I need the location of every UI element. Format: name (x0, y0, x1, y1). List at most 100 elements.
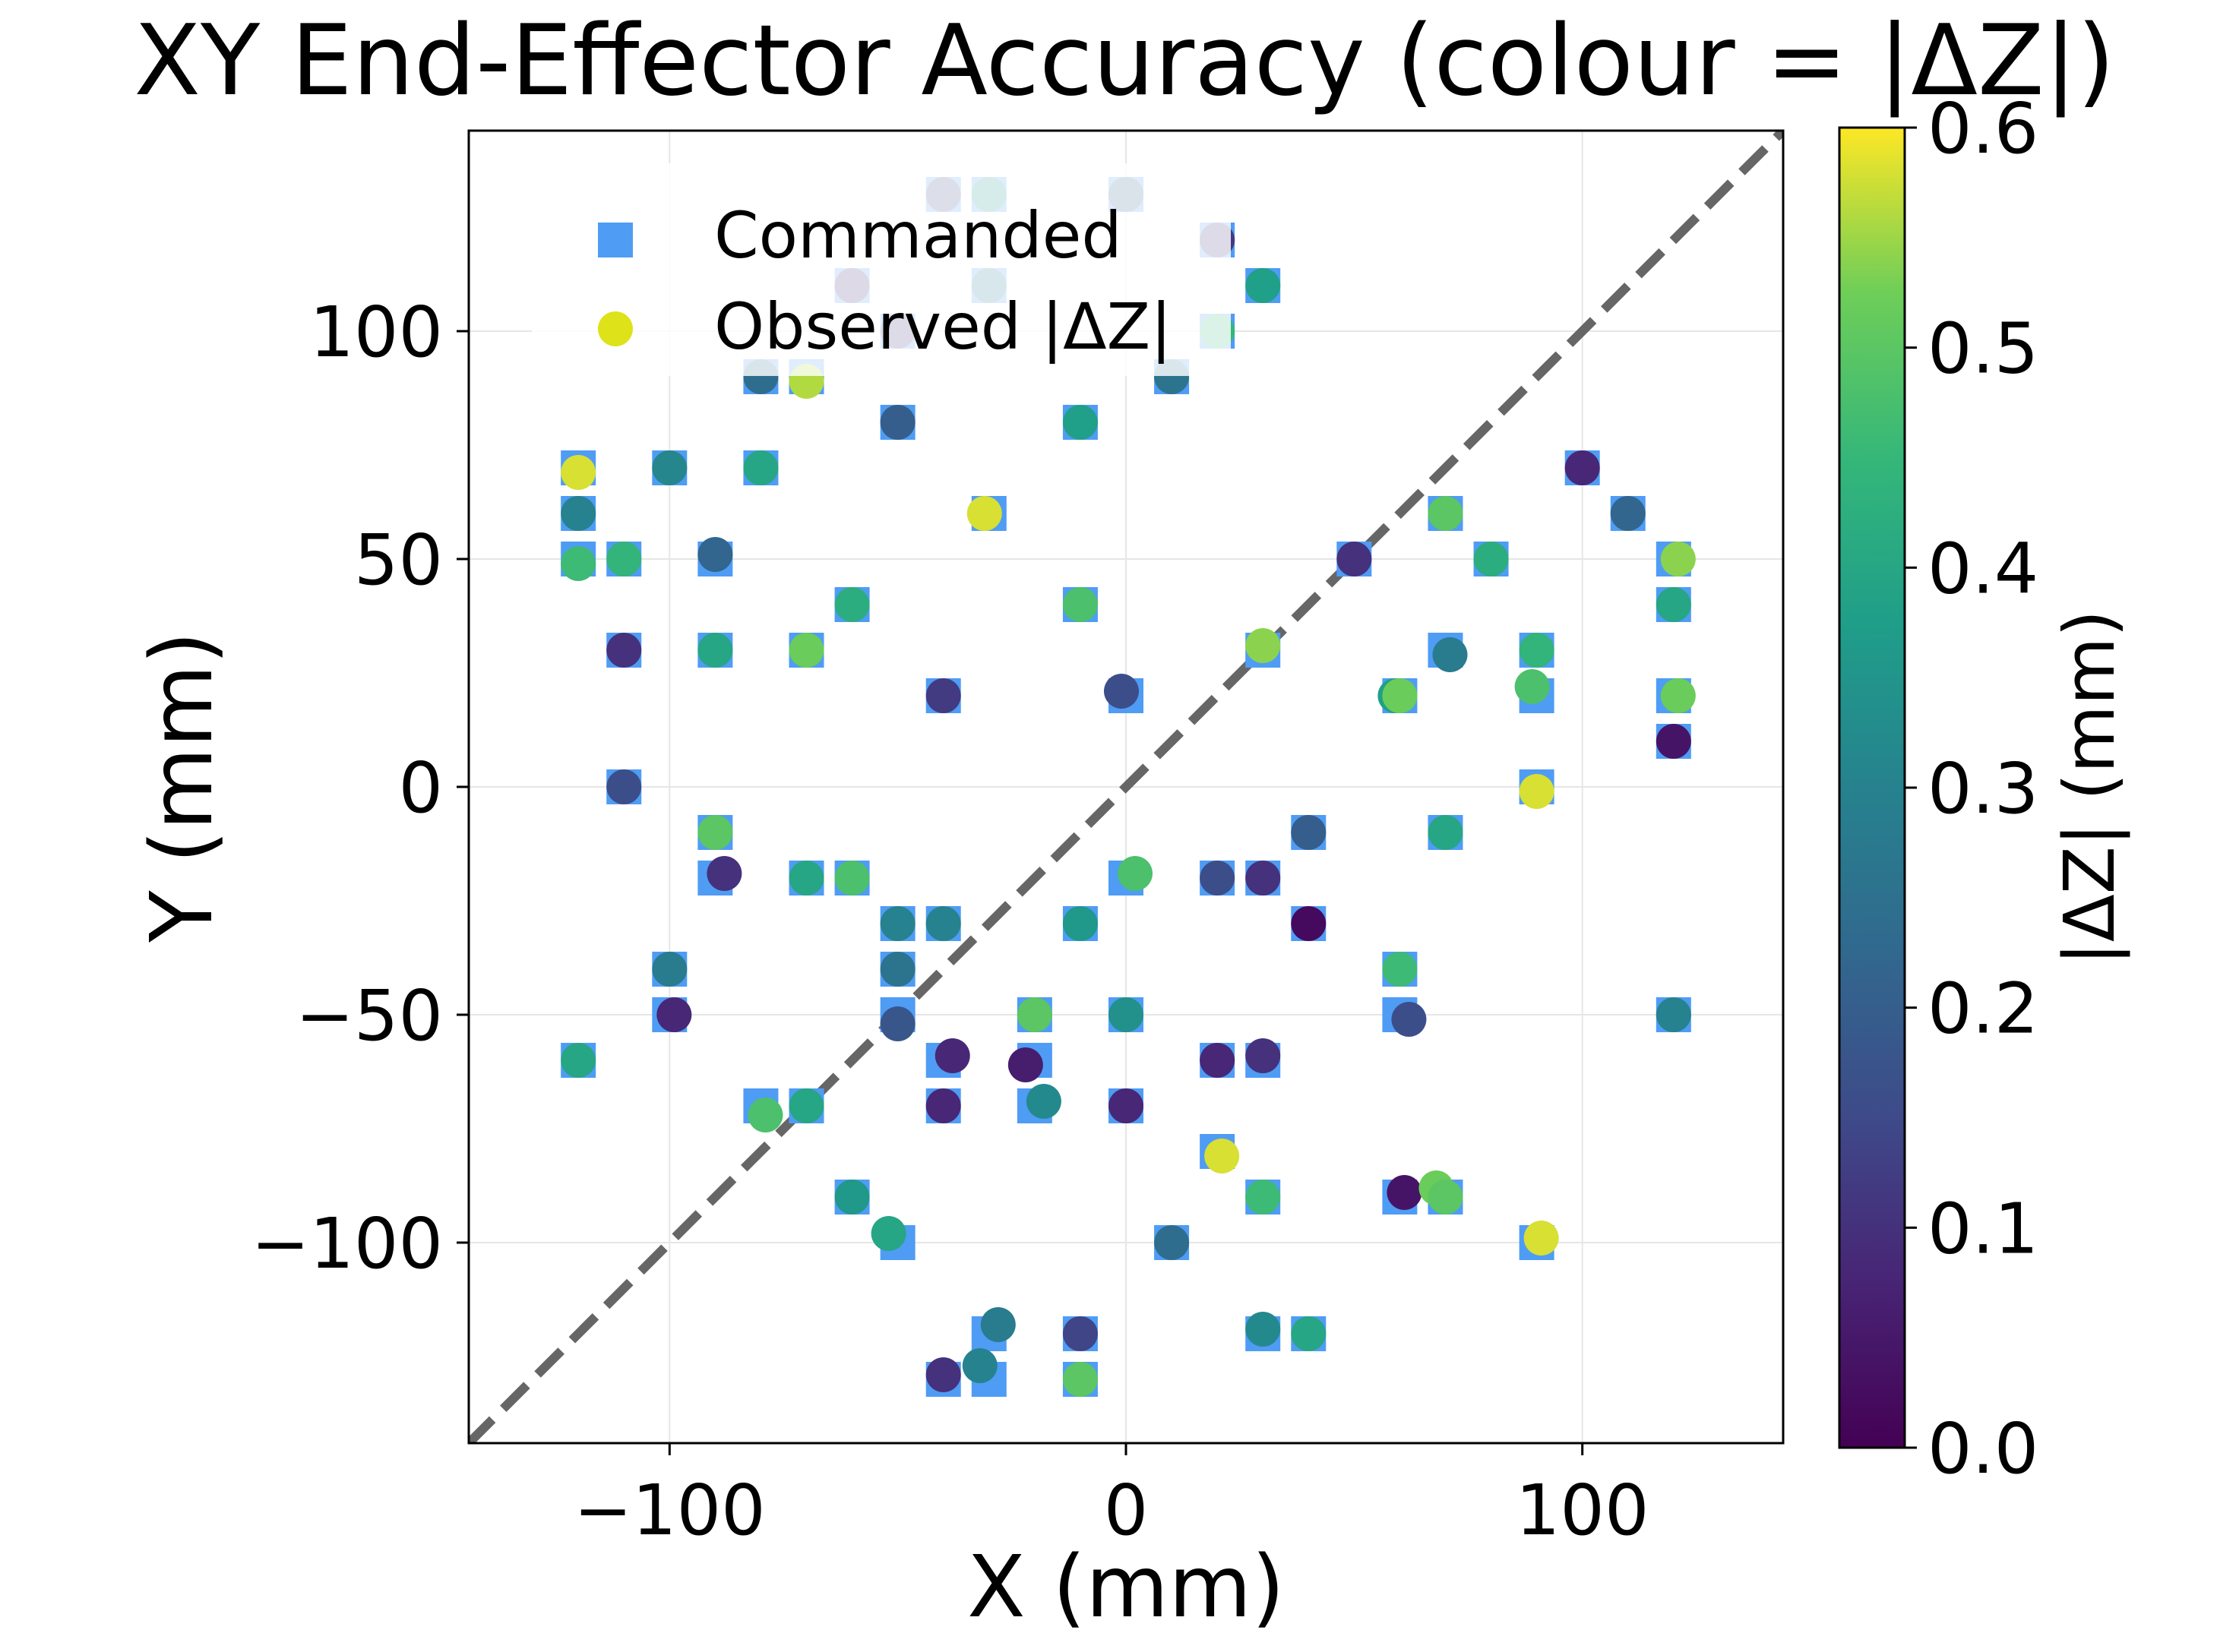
observed-point (834, 1180, 870, 1215)
observed-point (880, 952, 916, 987)
observed-point (697, 815, 733, 850)
y-tick-label: 50 (354, 520, 443, 601)
legend-marker-observed (598, 311, 633, 346)
observed-point (1062, 906, 1098, 941)
colorbar-tick-label: 0.6 (1928, 88, 2038, 169)
observed-point (697, 633, 733, 668)
observed-point (1382, 678, 1418, 713)
observed-point (966, 496, 1002, 531)
observed-point (561, 496, 596, 531)
observed-point (561, 455, 596, 490)
observed-point (834, 861, 870, 895)
observed-point (871, 1216, 906, 1251)
observed-point (1391, 1002, 1427, 1037)
observed-series (561, 177, 1696, 1397)
observed-point (1523, 1221, 1559, 1256)
colorbar-tick-label: 0.0 (1928, 1408, 2038, 1489)
colorbar-tick-label: 0.4 (1928, 528, 2038, 609)
observed-point (606, 769, 642, 804)
observed-point (1062, 587, 1098, 622)
x-tick-label: 100 (1516, 1470, 1649, 1551)
observed-point (925, 678, 961, 713)
observed-point (789, 1088, 824, 1123)
observed-point (561, 546, 596, 581)
observed-point (1062, 1316, 1098, 1351)
observed-point (743, 450, 779, 485)
observed-point (1291, 1316, 1327, 1351)
legend-marker-commanded (598, 223, 633, 257)
x-tick-label: 0 (1104, 1470, 1149, 1551)
reference-diagonal (469, 131, 1783, 1443)
legend: Commanded Observed |ΔZ| (532, 163, 1231, 376)
observed-point (606, 633, 642, 668)
observed-point (1108, 1088, 1143, 1123)
colorbar-label: |ΔZ| (mm) (2049, 610, 2130, 965)
observed-point (1514, 669, 1550, 704)
observed-point (1291, 815, 1327, 850)
observed-point (980, 1307, 1016, 1342)
observed-point (925, 906, 961, 941)
y-tick-label: 0 (398, 747, 443, 829)
observed-point (789, 633, 824, 668)
colorbar-gradient (1838, 126, 1906, 1449)
observed-point (1108, 997, 1143, 1032)
observed-point (1154, 1225, 1190, 1260)
legend-box (532, 163, 1231, 376)
observed-point (834, 587, 870, 622)
observed-point (1118, 856, 1153, 891)
observed-point (1062, 405, 1098, 440)
observed-point (1656, 724, 1691, 759)
observed-point (697, 537, 733, 572)
observed-point (1473, 542, 1509, 576)
observed-point (925, 1357, 961, 1392)
observed-point (1428, 496, 1463, 531)
y-axis-label: Y (mm) (133, 631, 232, 943)
observed-point (1062, 1362, 1098, 1397)
observed-point (1245, 268, 1281, 303)
observed-point (1291, 906, 1327, 941)
observed-point (934, 1038, 970, 1073)
observed-point (1660, 542, 1696, 576)
observed-point (1245, 628, 1281, 663)
observed-point (606, 542, 642, 576)
observed-point (707, 856, 742, 891)
chart-title: XY End-Effector Accuracy (colour = |ΔZ|) (134, 5, 2114, 118)
observed-point (1200, 861, 1235, 895)
observed-point (880, 906, 916, 941)
observed-point (1336, 542, 1372, 576)
y-tick-label: −100 (251, 1203, 443, 1284)
x-axis-ticks: −100 0 100 (574, 1443, 1649, 1551)
observed-point (1519, 633, 1554, 668)
x-tick-label: −100 (574, 1470, 766, 1551)
observed-point (1432, 637, 1468, 672)
observed-point (1245, 1312, 1281, 1347)
legend-label-observed: Observed |ΔZ| (714, 289, 1172, 364)
y-axis-ticks: −100 −50 0 50 100 (251, 292, 469, 1284)
colorbar-tick-label: 0.5 (1928, 308, 2038, 390)
observed-point (880, 405, 916, 440)
y-tick-label: 100 (309, 292, 443, 373)
colorbar: 0.0 0.1 0.2 0.3 0.4 0.5 0.6 |ΔZ| (mm) (1838, 88, 2130, 1489)
observed-point (1428, 815, 1463, 850)
observed-point (1204, 1139, 1240, 1173)
observed-point (1519, 774, 1554, 809)
x-axis-label: X (mm) (967, 1538, 1285, 1637)
observed-point (561, 1043, 596, 1078)
observed-point (1007, 1047, 1043, 1082)
observed-point (1610, 496, 1646, 531)
observed-point (1026, 1084, 1061, 1119)
observed-point (1564, 450, 1600, 485)
observed-point (1382, 952, 1418, 987)
observed-point (1200, 1043, 1235, 1078)
observed-point (789, 861, 824, 895)
observed-point (1660, 678, 1696, 713)
observed-point (1245, 861, 1281, 895)
observed-point (1387, 1175, 1422, 1210)
observed-point (925, 1088, 961, 1123)
colorbar-ticks: 0.0 0.1 0.2 0.3 0.4 0.5 0.6 (1905, 88, 2038, 1489)
observed-point (1428, 1180, 1463, 1215)
observed-point (1103, 674, 1139, 709)
observed-point (880, 1006, 916, 1041)
observed-point (962, 1348, 998, 1383)
